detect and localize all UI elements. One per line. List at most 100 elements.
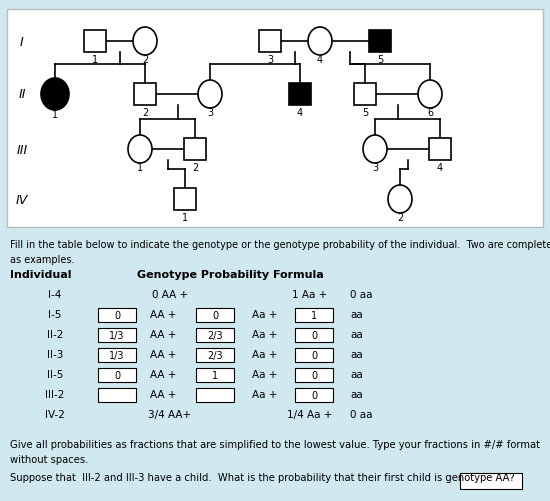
Text: Aa +: Aa +: [252, 349, 277, 359]
Text: IV: IV: [16, 193, 28, 206]
Text: III-2: III-2: [45, 389, 65, 399]
Text: 1: 1: [182, 212, 188, 222]
Text: II-5: II-5: [47, 369, 63, 379]
Bar: [429, 139, 451, 161]
Bar: [98, 328, 136, 342]
Text: IV-2: IV-2: [45, 409, 65, 419]
Text: 2: 2: [397, 212, 403, 222]
Text: 0 aa: 0 aa: [350, 290, 372, 300]
Text: aa: aa: [350, 389, 363, 399]
Text: 6: 6: [427, 108, 433, 118]
Text: aa: aa: [350, 310, 363, 319]
Text: I-5: I-5: [48, 310, 62, 319]
Text: aa: aa: [350, 329, 363, 339]
Ellipse shape: [308, 28, 332, 56]
Ellipse shape: [388, 186, 412, 213]
Text: 0: 0: [114, 370, 120, 380]
Text: 5: 5: [377, 55, 383, 65]
Bar: [354, 84, 376, 106]
Bar: [295, 388, 333, 402]
Bar: [196, 328, 234, 342]
Text: 4: 4: [297, 108, 303, 118]
Text: 1: 1: [137, 163, 143, 173]
Bar: [7, 10, 543, 227]
Text: 0: 0: [311, 330, 317, 340]
Text: 0 aa: 0 aa: [350, 409, 372, 419]
Text: 3: 3: [207, 108, 213, 118]
Bar: [98, 348, 136, 362]
Text: 3: 3: [372, 163, 378, 173]
Text: 1/4 Aa +: 1/4 Aa +: [287, 409, 333, 419]
Text: aa: aa: [350, 349, 363, 359]
Text: Suppose that  III-2 and III-3 have a child.  What is the probability that their : Suppose that III-2 and III-3 have a chil…: [10, 472, 515, 482]
Bar: [295, 309, 333, 322]
Text: Aa +: Aa +: [252, 310, 277, 319]
Bar: [369, 31, 391, 53]
Text: 1/3: 1/3: [109, 350, 125, 360]
Ellipse shape: [41, 79, 69, 111]
Text: 4: 4: [437, 163, 443, 173]
Text: 2: 2: [142, 108, 148, 118]
Bar: [98, 368, 136, 382]
Text: 0: 0: [311, 390, 317, 400]
Text: Aa +: Aa +: [252, 369, 277, 379]
Text: 4: 4: [317, 55, 323, 65]
Text: 2: 2: [192, 163, 198, 173]
Bar: [295, 368, 333, 382]
Text: Give all probabilities as fractions that are simplified to the lowest value. Typ: Give all probabilities as fractions that…: [10, 439, 540, 449]
Text: 0: 0: [311, 370, 317, 380]
Bar: [196, 388, 234, 402]
Bar: [295, 348, 333, 362]
Text: 1/3: 1/3: [109, 330, 125, 340]
Text: III: III: [16, 143, 28, 156]
Text: 2: 2: [142, 55, 148, 65]
Bar: [196, 309, 234, 322]
Bar: [289, 84, 311, 106]
Text: AA +: AA +: [150, 310, 177, 319]
Text: 3: 3: [267, 55, 273, 65]
Ellipse shape: [418, 81, 442, 109]
Ellipse shape: [133, 28, 157, 56]
Text: 1 Aa +: 1 Aa +: [293, 290, 328, 300]
Bar: [295, 328, 333, 342]
Text: II-3: II-3: [47, 349, 63, 359]
Text: Genotype Probability Formula: Genotype Probability Formula: [136, 270, 323, 280]
Text: I: I: [20, 36, 24, 49]
Text: 3/4 AA+: 3/4 AA+: [148, 409, 191, 419]
Text: without spaces.: without spaces.: [10, 454, 89, 464]
Text: 2/3: 2/3: [207, 330, 223, 340]
Bar: [460, 473, 522, 489]
Text: I-4: I-4: [48, 290, 62, 300]
Bar: [259, 31, 281, 53]
Text: 2/3: 2/3: [207, 350, 223, 360]
Text: 0: 0: [114, 311, 120, 320]
Text: 1: 1: [212, 370, 218, 380]
Bar: [84, 31, 106, 53]
Text: Aa +: Aa +: [252, 329, 277, 339]
Text: aa: aa: [350, 369, 363, 379]
Text: 1: 1: [92, 55, 98, 65]
Text: II: II: [18, 88, 26, 101]
Text: Individual: Individual: [10, 270, 72, 280]
Text: Fill in the table below to indicate the genotype or the genotype probability of : Fill in the table below to indicate the …: [10, 239, 550, 249]
Bar: [184, 139, 206, 161]
Text: 5: 5: [362, 108, 368, 118]
Bar: [98, 388, 136, 402]
Bar: [134, 84, 156, 106]
Text: 0: 0: [311, 350, 317, 360]
Text: 1: 1: [52, 110, 58, 120]
Text: AA +: AA +: [150, 389, 177, 399]
Bar: [196, 368, 234, 382]
Ellipse shape: [128, 136, 152, 164]
Text: AA +: AA +: [150, 369, 177, 379]
Text: 0 AA +: 0 AA +: [152, 290, 188, 300]
Ellipse shape: [198, 81, 222, 109]
Bar: [196, 348, 234, 362]
Bar: [98, 309, 136, 322]
Text: AA +: AA +: [150, 329, 177, 339]
Text: II-2: II-2: [47, 329, 63, 339]
Text: 1: 1: [311, 311, 317, 320]
Text: AA +: AA +: [150, 349, 177, 359]
Text: Aa +: Aa +: [252, 389, 277, 399]
Text: 0: 0: [212, 311, 218, 320]
